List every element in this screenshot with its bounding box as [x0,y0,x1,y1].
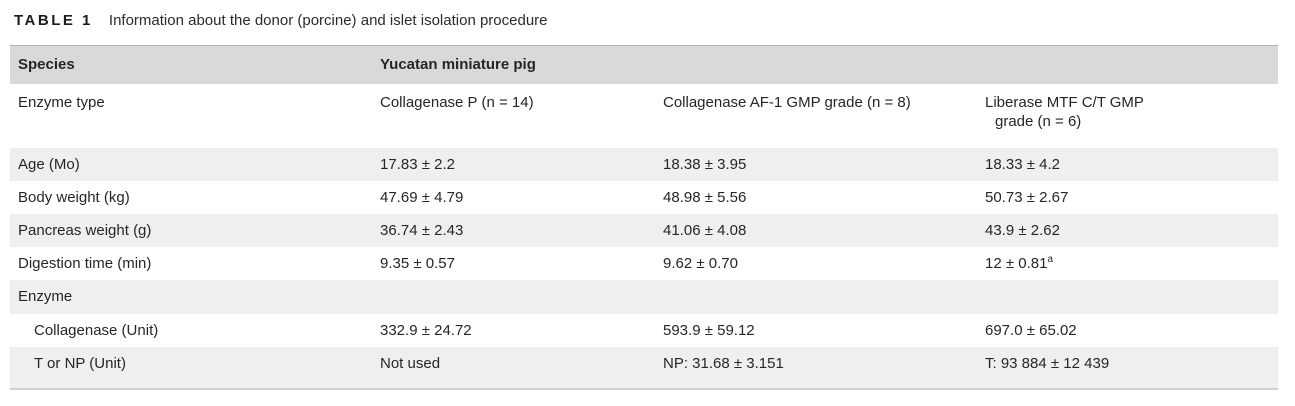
cell-value: 17.83 ± 2.2 [372,147,655,181]
cell-value: 697.0 ± 65.02 [985,321,1077,339]
table-row-t-or-np-unit: T or NP (Unit) Not used NP: 31.68 ± 3.15… [10,346,1279,389]
cell-value-wrapped: Liberase MTF C/T GMP grade (n = 6) [985,93,1144,130]
row-label: Pancreas weight (g) [10,213,372,247]
table-section-enzyme: Enzyme [10,279,1279,314]
cell-value: 36.74 ± 2.43 [372,213,655,247]
row-label: Body weight (kg) [18,188,130,206]
table-row-digestion-time: Digestion time (min) 9.35 ± 0.57 9.62 ± … [10,247,1278,280]
header-species-label: Species [10,45,372,84]
row-label: T or NP (Unit) [10,346,372,389]
cell-value: T: 93 884 ± 12 439 [977,346,1279,389]
footnote-marker: a [1047,253,1054,265]
cell-value: NP: 31.68 ± 3.151 [655,346,977,389]
donor-info-table: Species Yucatan miniature pig Enzyme typ… [10,45,1279,390]
cell-value: 332.9 ± 24.72 [380,321,472,339]
table-header-row: Species Yucatan miniature pig [10,45,1279,84]
cell-value: 12 ± 0.81a [977,247,1278,280]
cell-value: Liberase MTF C/T GMP grade (n = 6) [977,84,1278,148]
row-label: Age (Mo) [10,147,372,181]
table-caption-text: Information about the donor (porcine) an… [108,12,548,29]
enzyme-type-row: Enzyme type Collagenase P (n = 14) Colla… [10,84,1278,148]
row-label: Enzyme type [18,93,105,111]
cell-value: 9.62 ± 0.70 [663,254,738,272]
table-caption: TABLE 1 Information about the donor (porc… [14,11,1295,31]
cell-value: 18.33 ± 4.2 [977,147,1279,181]
row-label: Digestion time (min) [18,254,152,272]
table-row-collagenase-unit: Collagenase (Unit) 332.9 ± 24.72 593.9 ±… [10,314,1278,347]
cell-value: 48.98 ± 5.56 [663,188,747,206]
table-row-body-weight: Body weight (kg) 47.69 ± 4.79 48.98 ± 5.… [10,181,1278,214]
cell-value: Collagenase AF-1 GMP grade (n = 8) [663,93,911,111]
section-label: Enzyme [10,279,1279,314]
cell-value: 43.9 ± 2.62 [977,213,1279,247]
cell-value: 9.35 ± 0.57 [380,254,455,272]
cell-value: 47.69 ± 4.79 [380,188,464,206]
cell-value: 41.06 ± 4.08 [655,213,977,247]
cell-value: 593.9 ± 59.12 [663,321,755,339]
table-number: TABLE 1 [14,12,93,29]
header-species-value: Yucatan miniature pig [372,45,1279,84]
table-row-pancreas-weight: Pancreas weight (g) 36.74 ± 2.43 41.06 ±… [10,213,1279,247]
cell-value: Not used [372,346,655,389]
table-row-age: Age (Mo) 17.83 ± 2.2 18.38 ± 3.95 18.33 … [10,147,1279,181]
cell-value: 50.73 ± 2.67 [985,188,1069,206]
cell-value: 18.38 ± 3.95 [655,147,977,181]
row-label: Collagenase (Unit) [34,321,159,339]
cell-value: Collagenase P (n = 14) [380,93,534,111]
cell-value-text: 12 ± 0.81 [985,254,1048,272]
